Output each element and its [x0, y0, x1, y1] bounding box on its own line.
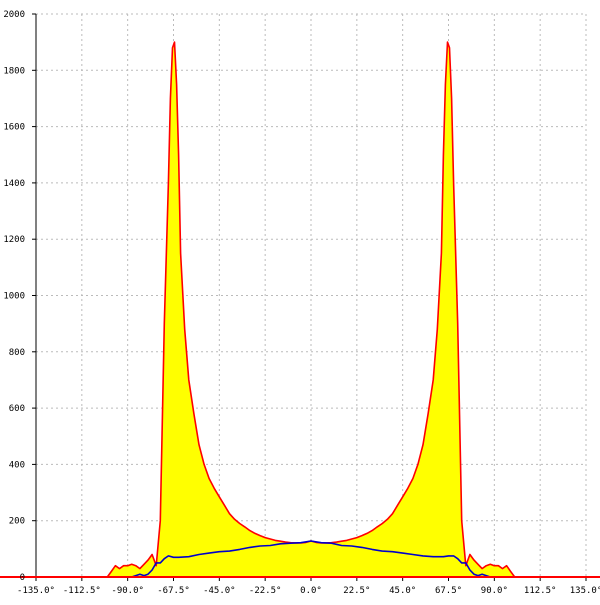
axis-layer	[0, 13, 600, 581]
y-tick-label: 1000	[3, 292, 25, 302]
y-tick-label: 1400	[3, 179, 25, 189]
y-tick-label: 1200	[3, 235, 25, 245]
y-tick-label: 1600	[3, 123, 25, 133]
y-tick-label: 200	[9, 517, 25, 527]
x-tick-label: 112.5°	[524, 586, 557, 596]
y-tick-label: 400	[9, 460, 25, 470]
series-1-line	[123, 540, 499, 578]
y-tick-label: 800	[9, 348, 25, 358]
x-tick-label: -112.5°	[63, 586, 101, 596]
x-tick-label: 90.0°	[481, 586, 508, 596]
y-tick-label: 600	[9, 404, 25, 414]
x-tick-label: -67.5°	[157, 586, 190, 596]
x-tick-label: -22.5°	[249, 586, 282, 596]
x-tick-label: 0.0°	[300, 586, 322, 596]
y-tick-label: 1800	[3, 66, 25, 76]
y-tick-label: 2000	[3, 10, 25, 20]
tick-label-layer: -135.0° -112.5° -90.0° -67.5° -45.0° -22.5° 0.…	[3, 10, 600, 596]
y-tick-label: 0	[20, 573, 25, 583]
x-tick-label: -135.0°	[17, 586, 55, 596]
grid-layer	[35, 13, 587, 577]
x-tick-label: 22.5°	[343, 586, 370, 596]
x-tick-label: 67.5°	[435, 586, 462, 596]
x-tick-label: -45.0°	[203, 586, 236, 596]
x-tick-label: 135.0°	[570, 586, 600, 596]
x-tick-label: 45.0°	[389, 586, 416, 596]
area-layer	[106, 41, 516, 578]
x-tick-label: -90.0°	[111, 586, 144, 596]
